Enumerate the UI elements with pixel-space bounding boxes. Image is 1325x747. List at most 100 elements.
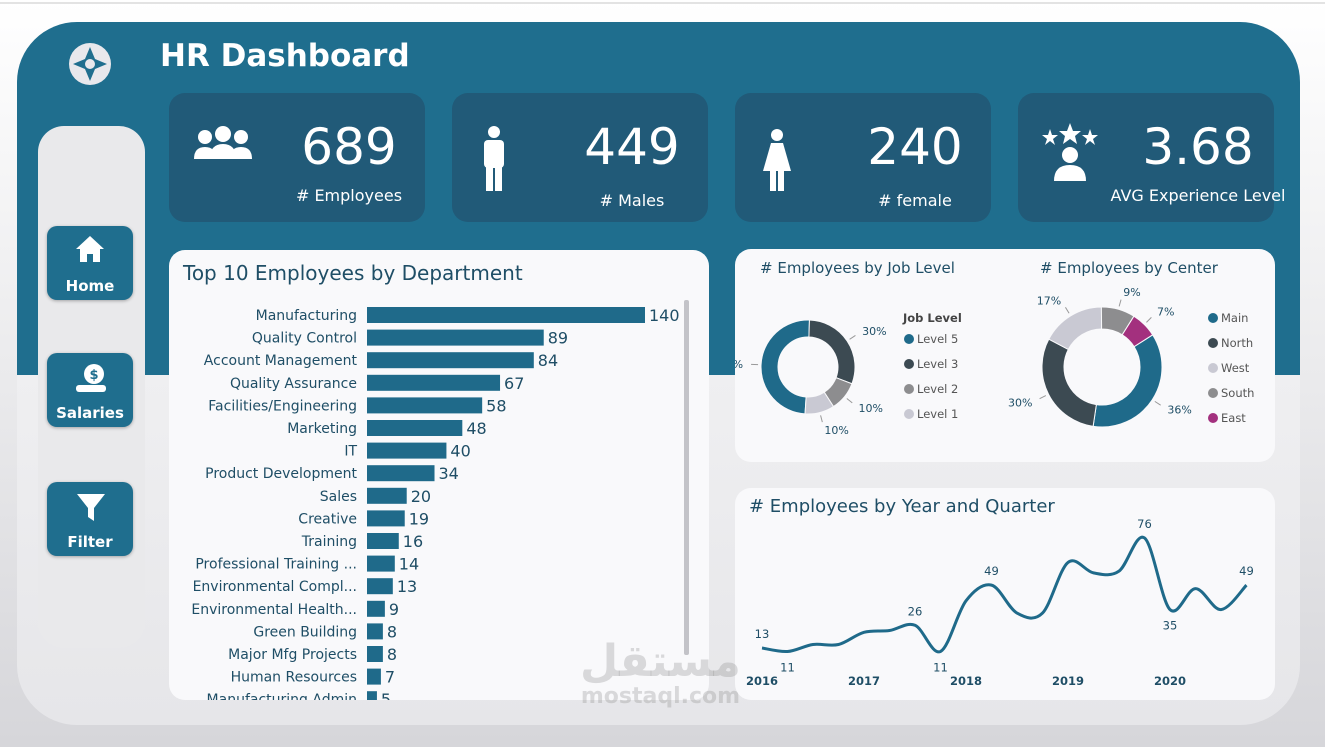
bar bbox=[367, 352, 534, 369]
kpi-value: 689 bbox=[301, 118, 397, 176]
value-label: 40 bbox=[450, 442, 470, 461]
value-label: 16 bbox=[403, 532, 423, 551]
slice-label: 49% bbox=[735, 358, 743, 371]
kpi-card: 689 # Employees bbox=[169, 93, 425, 222]
legend-label: North bbox=[1221, 336, 1253, 350]
value-label: 19 bbox=[409, 509, 429, 528]
x-tick-label: 2019 bbox=[1052, 674, 1084, 688]
kpi-card: 3.68 AVG Experience Level bbox=[1018, 93, 1285, 222]
logo bbox=[69, 43, 111, 85]
nav-label: Salaries bbox=[56, 404, 124, 422]
nav-label: Home bbox=[65, 277, 115, 295]
data-label: 13 bbox=[755, 627, 770, 641]
chart-title: # Employees by Year and Quarter bbox=[749, 496, 1055, 517]
legend-marker bbox=[1208, 413, 1218, 423]
slice-label: 9% bbox=[1123, 286, 1140, 299]
female-icon bbox=[763, 129, 791, 191]
legend-marker bbox=[904, 409, 914, 419]
watermark: مستقل mostaql.com bbox=[580, 636, 741, 710]
donut-chart-panel: # Employees by Job Level 49% Level 5 30% Lev… bbox=[735, 249, 1275, 462]
kpi-value: 449 bbox=[584, 118, 680, 176]
x-tick-label: 2020 bbox=[1154, 674, 1186, 688]
bar bbox=[367, 668, 381, 685]
category-label: Marketing bbox=[287, 421, 357, 437]
legend-marker bbox=[1208, 388, 1218, 398]
filter-icon bbox=[77, 494, 105, 521]
leader-line bbox=[1118, 299, 1122, 307]
legend-marker bbox=[904, 384, 914, 394]
kpi-label: AVG Experience Level bbox=[1110, 186, 1286, 205]
bar bbox=[367, 465, 435, 482]
leader-line bbox=[1154, 400, 1161, 406]
bar bbox=[367, 420, 463, 436]
bar bbox=[367, 533, 399, 549]
category-label: Account Management bbox=[204, 353, 358, 369]
line-series bbox=[761, 535, 1248, 654]
donut-slice bbox=[1092, 334, 1163, 428]
bar bbox=[367, 307, 645, 323]
value-label: 7 bbox=[385, 668, 395, 687]
legend-label: Main bbox=[1221, 311, 1248, 325]
people-icon bbox=[194, 126, 252, 159]
nav-salaries[interactable]: $ Salaries bbox=[47, 353, 133, 427]
nav-filter[interactable]: Filter bbox=[47, 482, 133, 556]
donut-slice bbox=[808, 319, 856, 385]
category-label: Quality Assurance bbox=[230, 376, 357, 392]
leader-line bbox=[1065, 307, 1070, 314]
category-label: Product Development bbox=[205, 466, 357, 482]
bar bbox=[367, 374, 501, 391]
data-label: 49 bbox=[984, 564, 999, 578]
kpi-card: 240 # female bbox=[735, 93, 991, 222]
value-label: 48 bbox=[466, 419, 486, 438]
x-tick-label: 2018 bbox=[950, 674, 982, 688]
category-label: Environmental Compl... bbox=[193, 579, 357, 595]
leader-line bbox=[1146, 317, 1152, 323]
svg-text:$: $ bbox=[89, 368, 98, 383]
slice-label: 10% bbox=[824, 424, 848, 437]
slice-label: 30% bbox=[1008, 396, 1032, 409]
value-label: 67 bbox=[504, 374, 524, 393]
legend-label: East bbox=[1221, 411, 1246, 425]
legend-label: Level 2 bbox=[917, 382, 958, 396]
slice-label: 17% bbox=[1037, 294, 1061, 307]
donut-slice bbox=[1121, 315, 1154, 348]
data-label: 26 bbox=[908, 604, 923, 618]
data-label: 11 bbox=[933, 660, 948, 674]
category-label: Human Resources bbox=[231, 670, 357, 686]
donut-slice bbox=[1041, 338, 1097, 427]
chart-title: # Employees by Center bbox=[1040, 259, 1219, 277]
slice-label: 30% bbox=[862, 325, 886, 338]
dashboard-title: HR Dashboard bbox=[160, 38, 410, 74]
data-label: 35 bbox=[1163, 619, 1178, 633]
donut-slice bbox=[1048, 306, 1103, 351]
slice-label: 36% bbox=[1167, 404, 1191, 417]
value-label: 8 bbox=[387, 622, 397, 641]
leader-line bbox=[1039, 395, 1047, 400]
nav-home[interactable]: Home bbox=[47, 226, 133, 300]
legend-marker bbox=[1208, 313, 1218, 323]
value-label: 20 bbox=[411, 487, 431, 506]
nav-label: Filter bbox=[67, 533, 113, 551]
category-label: Sales bbox=[320, 489, 357, 505]
category-label: Major Mfg Projects bbox=[228, 647, 357, 663]
value-label: 84 bbox=[538, 351, 558, 370]
chart-title: # Employees by Job Level bbox=[760, 259, 955, 277]
legend-label: Level 1 bbox=[917, 407, 958, 421]
bar bbox=[367, 510, 405, 527]
value-label: 58 bbox=[486, 396, 506, 415]
slice-label: 7% bbox=[1157, 306, 1174, 319]
bar bbox=[367, 487, 407, 504]
kpi-label: # female bbox=[878, 191, 952, 210]
scrollbar bbox=[684, 300, 689, 655]
bar bbox=[367, 555, 395, 572]
line-chart-panel: # Employees by Year and Quarter 2016 2017 2… bbox=[735, 488, 1275, 700]
home-icon bbox=[76, 236, 104, 262]
male-icon bbox=[484, 126, 504, 191]
watermark-arabic: مستقل bbox=[580, 636, 741, 687]
legend-label: South bbox=[1221, 386, 1254, 400]
slice-label: 10% bbox=[858, 402, 882, 415]
leader-line bbox=[849, 334, 856, 340]
category-label: Manufacturing Admin bbox=[207, 692, 357, 700]
legend-label: Level 3 bbox=[917, 357, 958, 371]
